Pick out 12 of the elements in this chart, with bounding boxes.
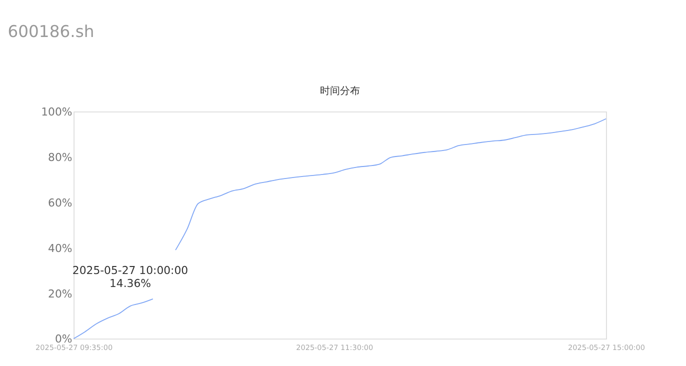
y-tick-label: 20% [48, 287, 72, 300]
y-tick-label: 100% [41, 106, 72, 119]
y-tick-label: 40% [48, 242, 72, 255]
y-tick-label: 0% [54, 332, 72, 346]
chart-title: 600186.sh [8, 22, 94, 41]
chart-subtitle: 时间分布 [320, 85, 360, 98]
x-tick-label: 2025-05-27 11:30:00 [296, 343, 374, 352]
x-tick-label: 2025-05-27 09:35:00 [36, 343, 113, 352]
y-tick-label: 80% [48, 151, 72, 164]
annotation: 2025-05-27 10:00:00 14.36% [72, 264, 188, 290]
y-tick-label: 60% [48, 196, 72, 210]
x-tick-label: 2025-05-27 15:00:00 [568, 343, 646, 352]
